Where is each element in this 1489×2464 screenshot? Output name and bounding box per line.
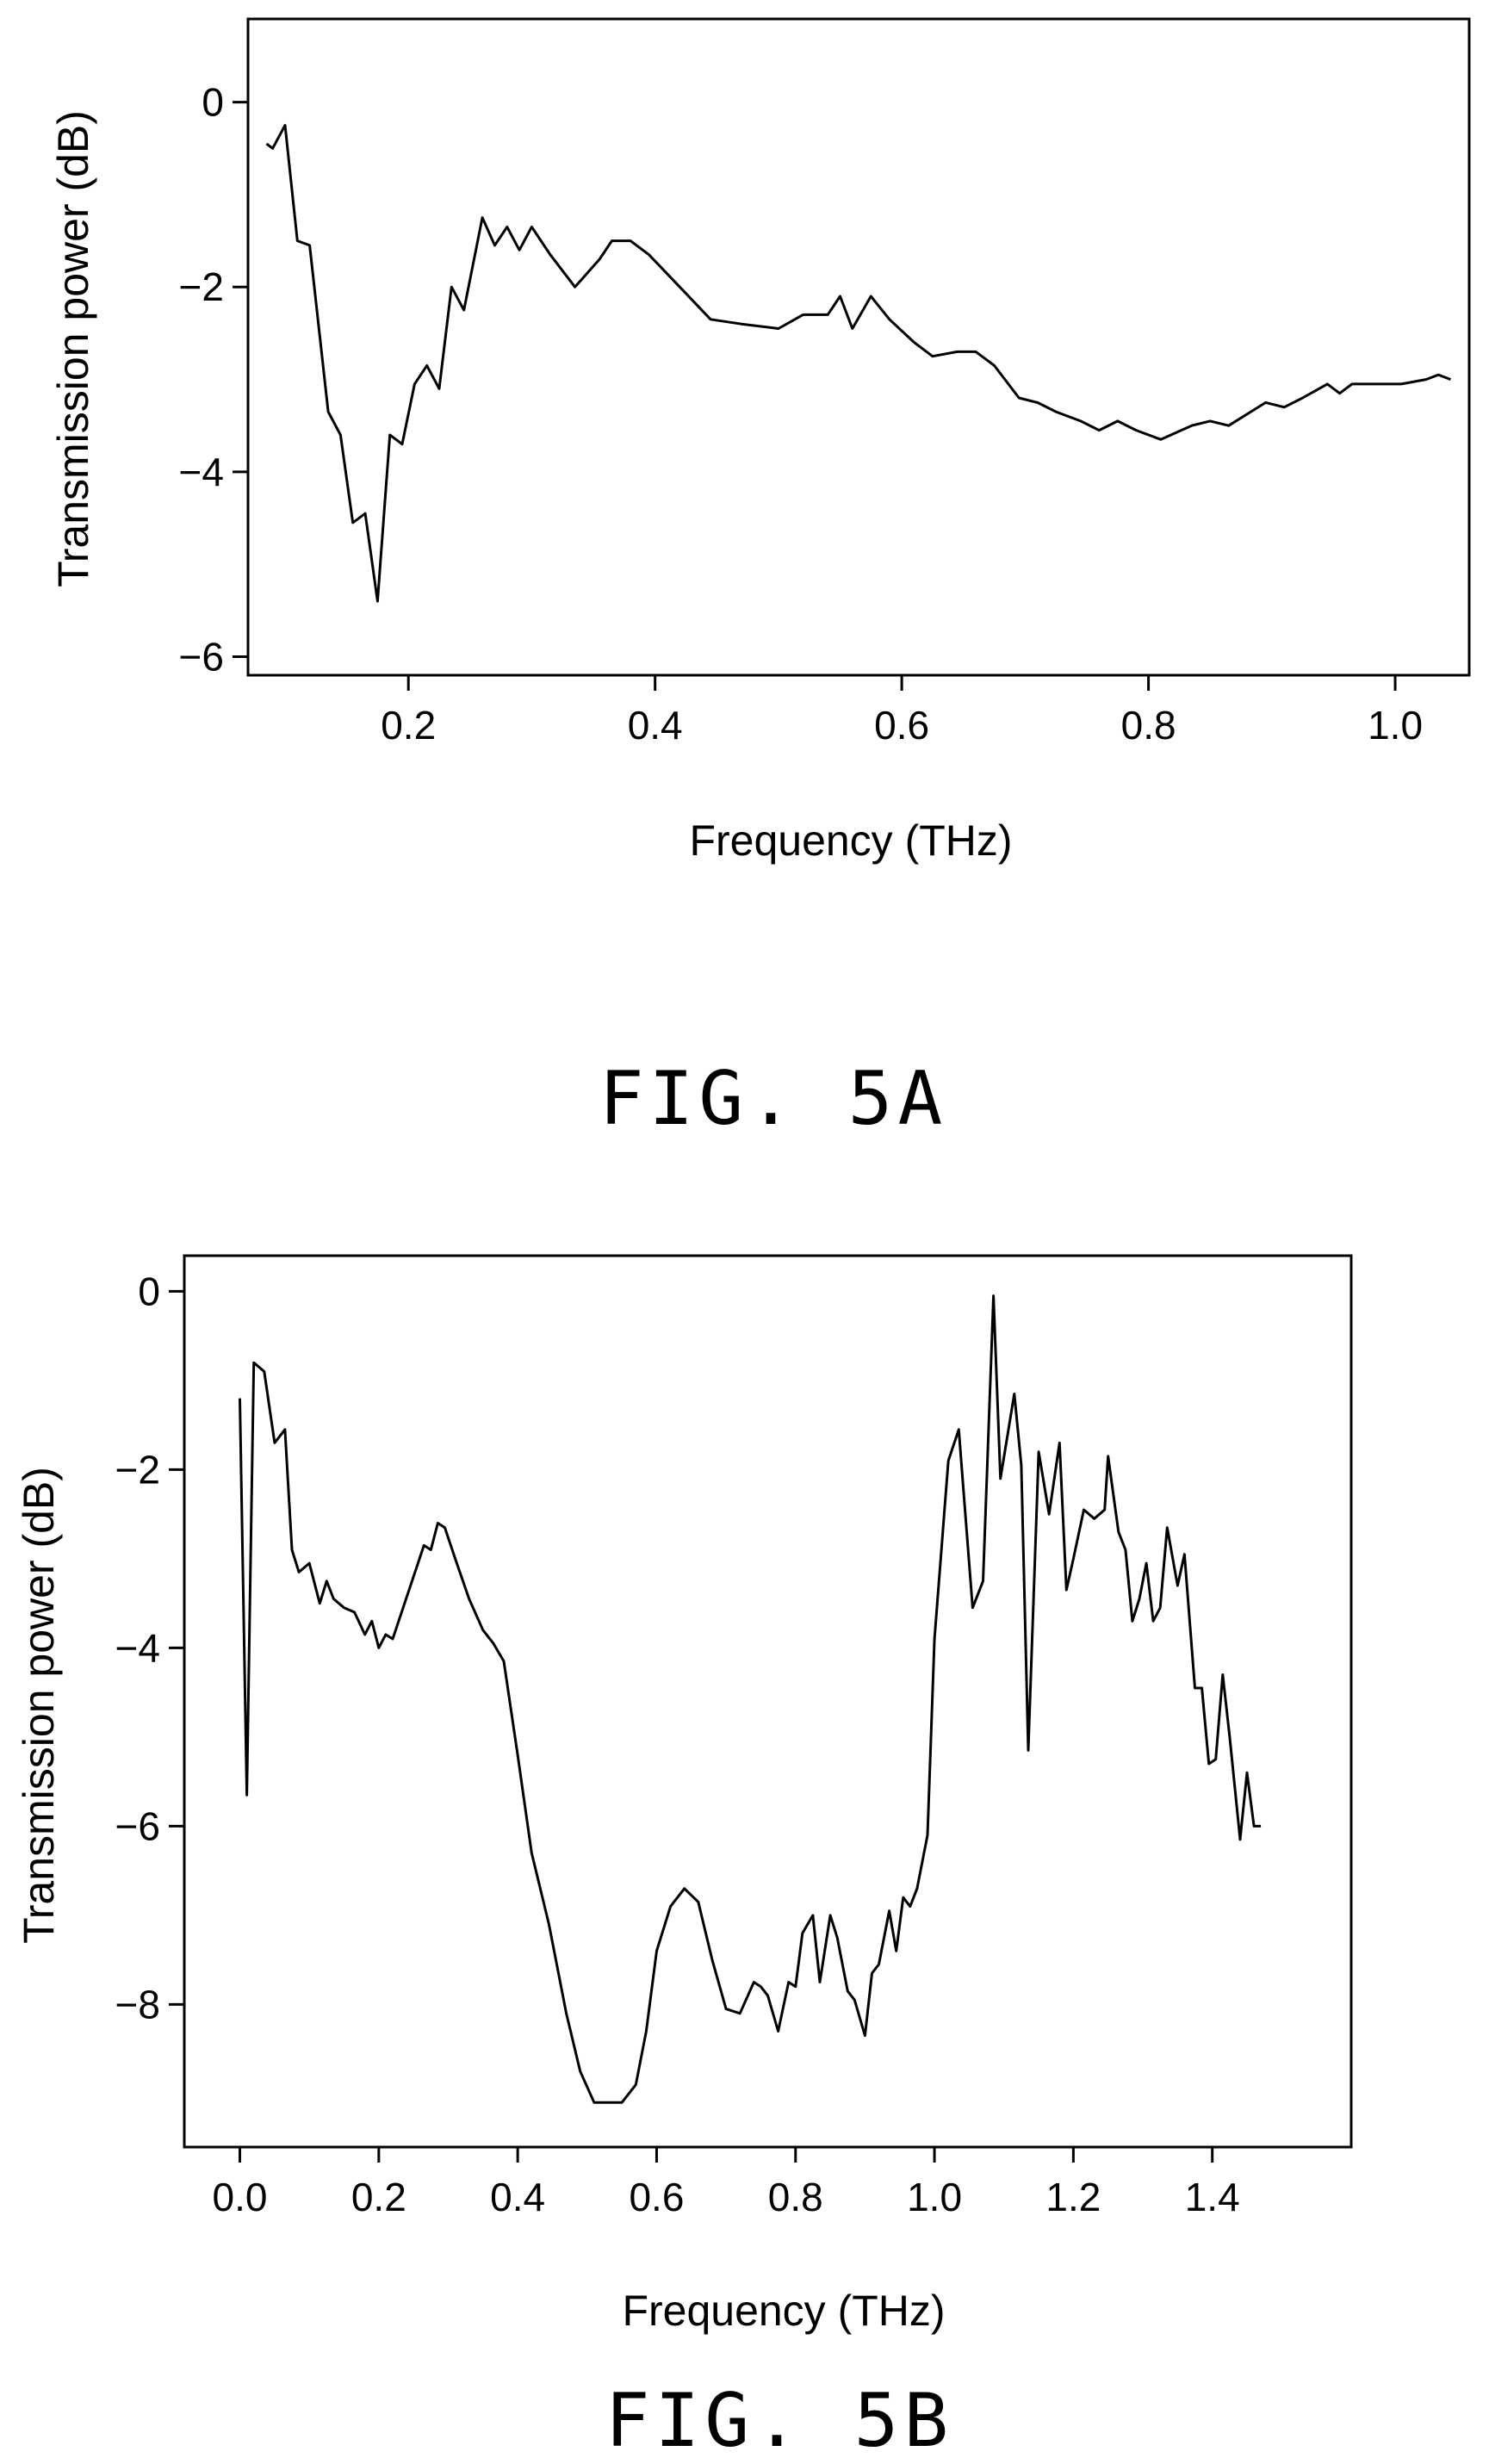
figure-caption-5b: FIG. 5B xyxy=(605,2378,953,2464)
figure-caption-5a: FIG. 5A xyxy=(599,1056,947,1142)
y-axis-5a: 0 −2 −4 −6 xyxy=(179,80,248,680)
y-tick-label-5b: −2 xyxy=(115,1447,160,1492)
x-tick-label-5b: 1.4 xyxy=(1185,2175,1240,2219)
x-tick-label-5a: 0.6 xyxy=(874,703,929,748)
x-tick-label-5a: 1.0 xyxy=(1368,703,1423,748)
x-tick-label-5b: 0.2 xyxy=(351,2175,406,2219)
x-tick-label-5b: 0.6 xyxy=(629,2175,684,2219)
y-tick-label-5a: −2 xyxy=(179,264,224,309)
series-group-5b xyxy=(239,1294,1262,2104)
y-tick-label-5b: −6 xyxy=(115,1803,160,1848)
x-tick-label-5a: 0.4 xyxy=(628,703,683,748)
y-axis-5b: 0 −2 −4 −6 −8 xyxy=(115,1269,184,2026)
y-tick-label-5a: −6 xyxy=(179,635,224,680)
chart-5a: 0−2−4−6 0.2 0.4 0.6 0.8 1.0 Frequency (THz) … xyxy=(49,17,1471,1142)
x-tick-label-5a: 0.2 xyxy=(381,703,436,748)
y-axis-label-5b: Transmission power (dB) xyxy=(15,1467,63,1944)
y-tick-label-5b: −4 xyxy=(115,1625,160,1670)
x-axis-label-5b: Frequency (THz) xyxy=(622,2287,945,2335)
x-axis-label-5a: Frequency (THz) xyxy=(689,816,1012,865)
x-tick-label-5b: 0.4 xyxy=(490,2175,545,2219)
x-tick-label-5b: 0.0 xyxy=(213,2175,268,2219)
plot-frame-5b xyxy=(183,1254,1353,2149)
y-tick-label-5b: 0 xyxy=(138,1269,160,1313)
y-tick-label-5a: 0 xyxy=(202,80,224,125)
chart-5b: 0 −2 −4 −6 −8 0.0 0.2 0.4 0.6 0.8 1.0 1.2 1.4 Frequ… xyxy=(15,1254,1353,2464)
series-group-5a xyxy=(265,123,1452,603)
x-tick-label-5a: 0.8 xyxy=(1121,703,1176,748)
series-line-5a xyxy=(265,123,1452,603)
x-tick-label-5b: 1.0 xyxy=(907,2175,962,2219)
x-axis-5b: 0.0 0.2 0.4 0.6 0.8 1.0 1.2 1.4 xyxy=(213,2147,1240,2219)
x-axis-5a: 0.2 0.4 0.6 0.8 1.0 xyxy=(381,675,1423,748)
x-tick-label-5b: 1.2 xyxy=(1045,2175,1101,2219)
x-tick-label-5b: 0.8 xyxy=(768,2175,823,2219)
series-line-5b xyxy=(239,1294,1262,2104)
y-axis-label-5a: Transmission power (dB) xyxy=(49,110,97,587)
y-tick-label-5a: −4 xyxy=(179,450,224,494)
y-tick-label-5b: −8 xyxy=(115,1982,160,2026)
plot-frame-5a xyxy=(246,17,1471,677)
